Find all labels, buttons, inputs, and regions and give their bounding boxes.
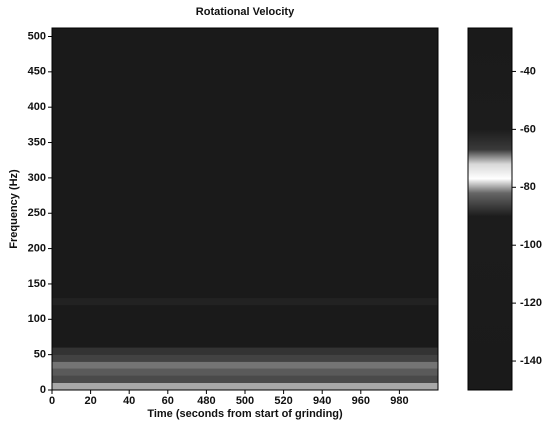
y-tick-label: 150 [28,278,46,290]
x-tick-label: 940 [313,395,331,407]
x-tick-label: 0 [49,395,55,407]
x-tick-label: 60 [162,395,174,407]
x-tick-label: 480 [197,395,215,407]
y-axis-label: Frequency (Hz) [8,169,20,249]
x-tick-label: 500 [236,395,254,407]
spectral-band [52,375,438,383]
y-tick-label: 350 [28,136,46,148]
x-axis-label: Time (seconds from start of grinding) [147,408,343,420]
x-tick-label: 980 [390,395,408,407]
y-tick-label: 400 [28,101,46,113]
y-tick-label: 100 [28,313,46,325]
colorbar-tick-label: -40 [520,65,536,77]
spectral-band [52,368,438,376]
spectral-band [52,382,438,390]
chart-title: Rotational Velocity [196,6,295,18]
y-tick-label: 50 [34,349,46,361]
colorbar-tick-label: -120 [520,297,542,309]
spectral-band [52,298,438,306]
spectral-band [52,354,438,362]
colorbar-tick-label: -100 [520,239,542,251]
colorbar-tick-label: -60 [520,123,536,135]
x-tick-label: 40 [123,395,135,407]
spectral-band [52,361,438,369]
y-tick-label: 450 [28,66,46,78]
spectral-band [52,347,438,355]
y-tick-label: 300 [28,172,46,184]
y-tick-label: 200 [28,243,46,255]
colorbar-tick-label: -140 [520,355,542,367]
x-tick-label: 960 [352,395,370,407]
y-tick-label: 0 [40,384,46,396]
x-tick-label: 20 [84,395,96,407]
colorbar-tick-label: -80 [520,181,536,193]
x-tick-label: 520 [274,395,292,407]
plot-background [52,28,438,390]
y-tick-label: 500 [28,30,46,42]
colorbar [467,27,513,391]
y-tick-label: 250 [28,207,46,219]
